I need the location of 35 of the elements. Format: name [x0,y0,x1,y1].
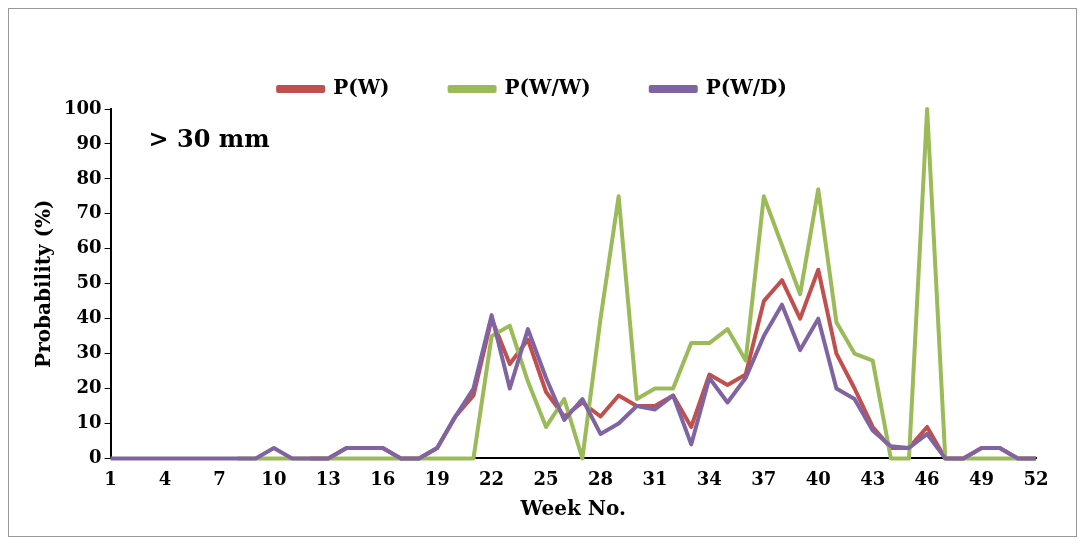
annotation: > 30 mm [148,124,270,154]
x-tick-label: 49 [969,467,995,489]
y-tick-label: 60 [76,236,102,258]
legend-label: P(W/D) [705,75,787,100]
x-tick-label: 13 [315,467,341,489]
x-tick-label: 37 [751,467,777,489]
legend-label: P(W) [333,75,390,100]
x-axis-title: Week No. [519,496,626,521]
x-tick-label: 34 [696,467,722,489]
x-tick-label: 46 [914,467,940,489]
x-tick-label: 31 [642,467,668,489]
x-tick-label: 28 [587,467,614,489]
y-axis-title: Probability (%) [31,199,56,368]
y-tick-label: 30 [76,341,102,363]
x-tick-label: 40 [805,467,831,489]
legend-label: P(W/W) [504,75,591,100]
y-tick-label: 40 [76,306,102,328]
x-tick-label: 43 [860,467,886,489]
y-tick-label: 0 [89,446,102,468]
y-tick-label: 10 [76,411,102,433]
x-tick-label: 25 [533,467,559,489]
y-tick-label: 100 [64,96,102,118]
x-tick-label: 7 [213,467,226,489]
x-tick-label: 19 [424,467,450,489]
y-tick-label: 70 [76,201,102,223]
x-tick-label: 16 [370,467,396,489]
x-tick-label: 52 [1023,467,1049,489]
y-tick-label: 20 [76,376,102,398]
y-tick-label: 80 [76,166,102,188]
x-tick-label: 1 [104,467,117,489]
y-tick-label: 50 [76,271,102,293]
x-tick-label: 10 [261,467,287,489]
x-tick-label: 4 [158,467,172,489]
y-tick-label: 90 [76,131,102,153]
x-tick-label: 22 [479,467,505,489]
